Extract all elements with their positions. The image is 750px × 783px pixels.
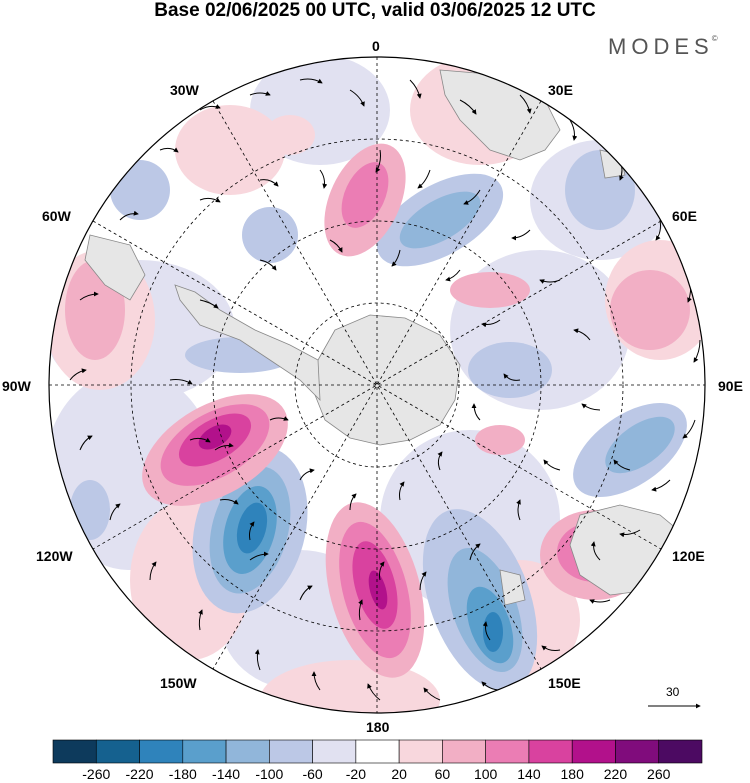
lon-label-90w: 90W (2, 378, 31, 394)
colorbar-swatch (225, 739, 270, 764)
colorbar-swatch (615, 739, 660, 764)
lon-label-150e: 150E (548, 675, 581, 691)
graticule (49, 57, 705, 713)
colorbar-tick-label: 20 (391, 766, 407, 782)
colorbar-tick-label: -20 (345, 766, 366, 782)
colorbar-swatch (139, 739, 184, 764)
colorbar-swatch (355, 739, 400, 764)
colorbar-tick-label: -140 (212, 766, 241, 782)
lon-label-90e: 90E (718, 378, 743, 394)
lon-label-150w: 150W (160, 675, 197, 691)
lon-label-60e: 60E (672, 208, 697, 224)
wind-vectors (69, 78, 701, 701)
lon-label-30w: 30W (170, 82, 199, 98)
colorbar-tick-label: 100 (473, 766, 498, 782)
anomaly-field-negative (70, 150, 687, 691)
lon-label-180: 180 (366, 719, 390, 735)
colorbar-swatch (442, 739, 486, 764)
colorbar-tick-label: 220 (603, 766, 628, 782)
colorbar-tick-label: 60 (434, 766, 451, 782)
colorbar-tick-label: 260 (647, 766, 671, 782)
colorbar (52, 739, 703, 764)
colorbar-tick-label: -260 (82, 766, 111, 782)
colorbar-swatch (95, 739, 140, 764)
map-title: Base 02/06/2025 00 UTC, valid 03/06/2025… (154, 0, 596, 21)
lon-label-0: 0 (372, 38, 380, 54)
colorbar-tick-label: 180 (560, 766, 584, 782)
colorbar-swatch (312, 739, 357, 764)
colorbar-tick-label: 140 (517, 766, 541, 782)
lon-label-120e: 120E (672, 548, 705, 564)
colorbar-tick-label: -60 (302, 766, 323, 782)
colorbar-swatch (658, 739, 703, 764)
lon-label-120w: 120W (36, 548, 73, 564)
lon-label-30e: 30E (548, 82, 573, 98)
colorbar-swatch (485, 739, 530, 764)
lon-label-60w: 60W (42, 208, 71, 224)
colorbar-tick-label: -100 (255, 766, 284, 782)
colorbar-swatch (52, 739, 97, 764)
colorbar-swatch (398, 739, 443, 764)
reference-vector-label: 30 (666, 685, 680, 699)
colorbar-tick-label: -220 (125, 766, 154, 782)
colorbar-tick-label: -180 (168, 766, 197, 782)
map-border (48, 56, 706, 714)
map-disk (49, 57, 705, 713)
colorbar-swatch (571, 739, 616, 764)
colorbar-swatch (182, 739, 227, 764)
brand-logo: MODES© (608, 34, 718, 59)
colorbar-swatch (528, 739, 573, 764)
colorbar-swatch (269, 739, 313, 764)
